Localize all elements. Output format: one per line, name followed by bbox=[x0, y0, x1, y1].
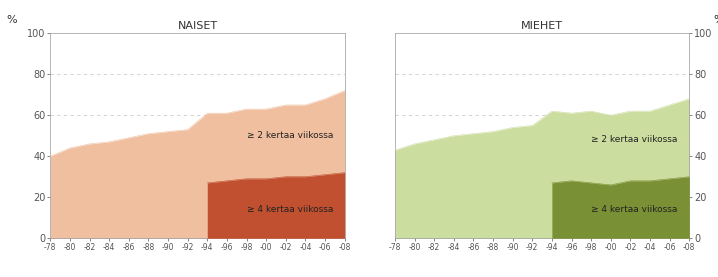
Text: ≥ 4 kertaa viikossa: ≥ 4 kertaa viikossa bbox=[591, 205, 678, 214]
Text: ≥ 2 kertaa viikossa: ≥ 2 kertaa viikossa bbox=[246, 131, 333, 140]
Title: MIEHET: MIEHET bbox=[521, 21, 563, 31]
Text: %: % bbox=[714, 15, 718, 25]
Text: ≥ 2 kertaa viikossa: ≥ 2 kertaa viikossa bbox=[591, 135, 678, 144]
Title: NAISET: NAISET bbox=[177, 21, 218, 31]
Text: ≥ 4 kertaa viikossa: ≥ 4 kertaa viikossa bbox=[246, 205, 333, 214]
Text: %: % bbox=[6, 15, 17, 25]
